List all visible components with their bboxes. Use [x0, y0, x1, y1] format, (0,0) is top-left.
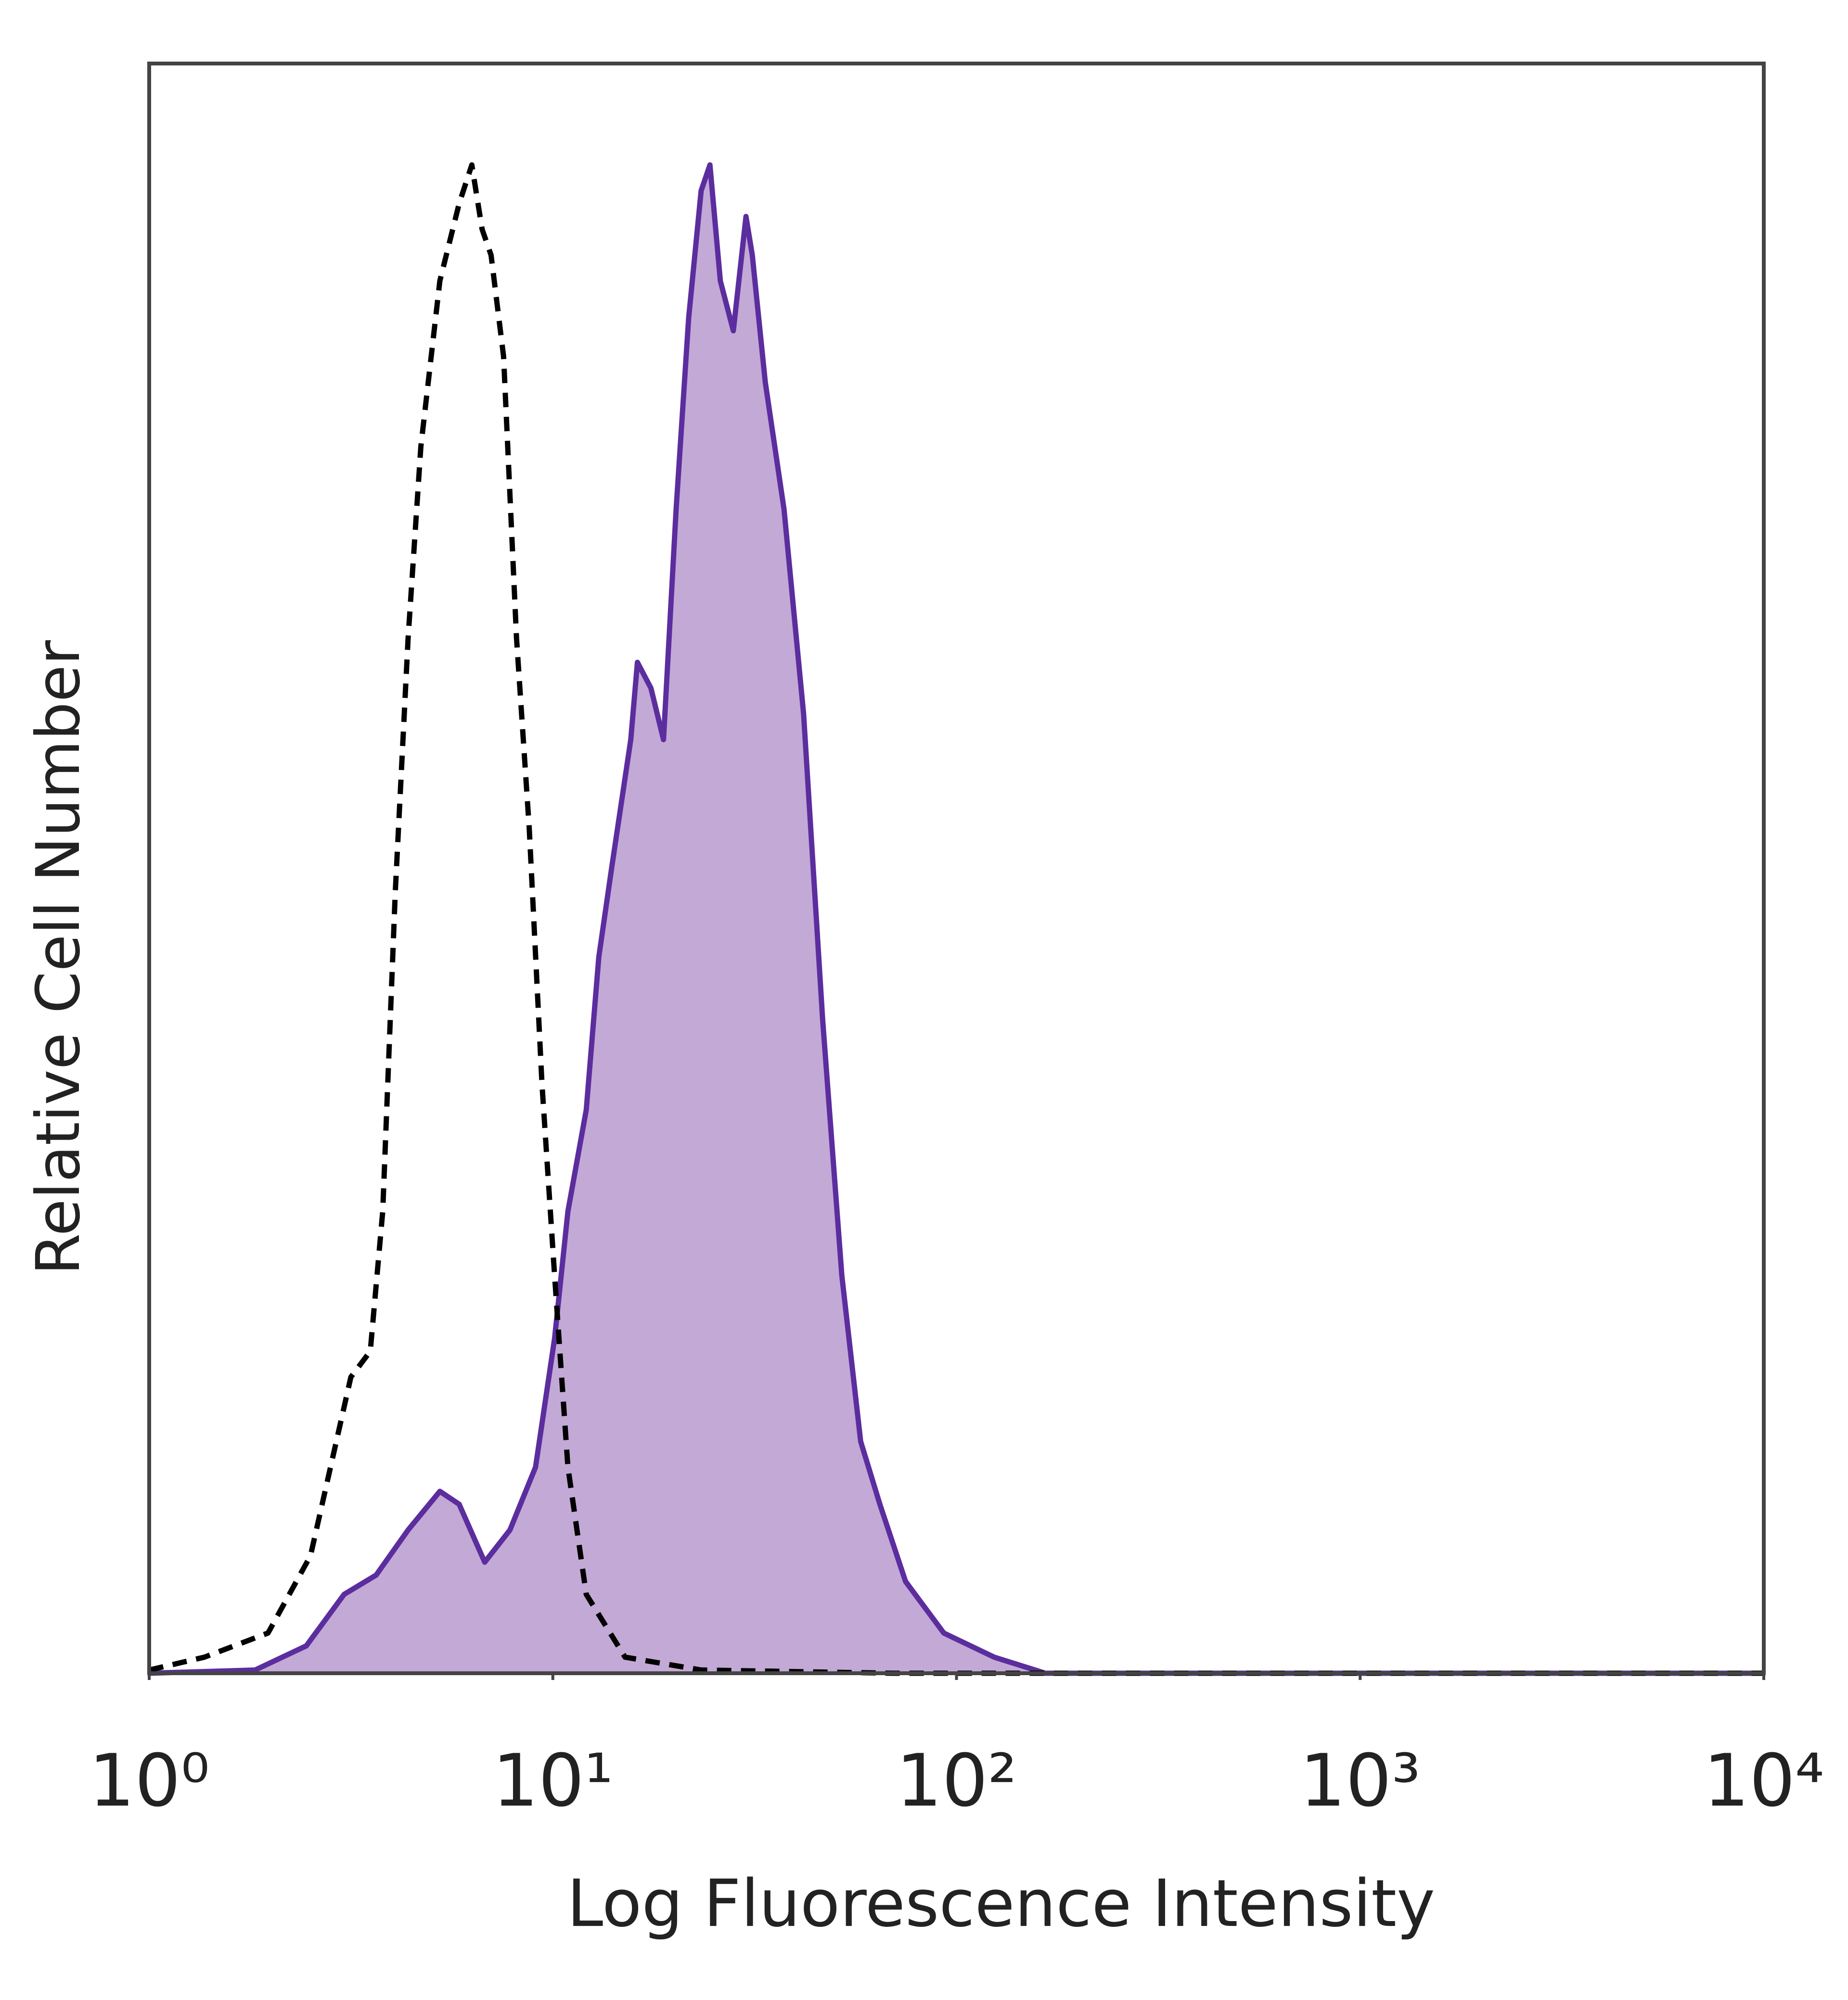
x-tick-label: 10²	[896, 1739, 1017, 1823]
line	[148, 162, 1764, 1676]
x-tick-label: 10⁴	[1703, 1739, 1824, 1823]
line	[149, 162, 1764, 1676]
y-axis-label: Relative Cell Number	[24, 640, 93, 1275]
x-tick-label: 10⁰	[89, 1739, 209, 1823]
x-tick-label: 10¹	[492, 1739, 613, 1823]
plot-frame	[147, 62, 1766, 1675]
area	[149, 165, 1764, 1674]
x-axis-label: Log Fluorescence Intensity	[567, 1866, 1435, 1941]
x-tick-label: 10³	[1300, 1739, 1421, 1823]
